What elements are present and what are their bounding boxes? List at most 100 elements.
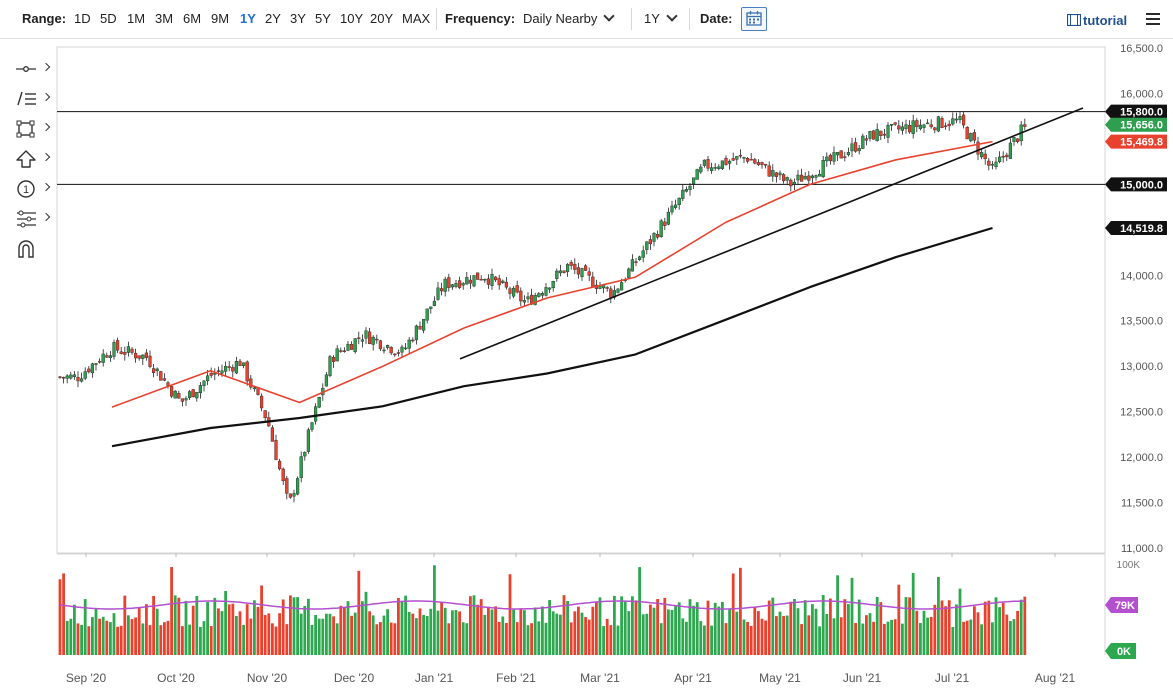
candle [126, 346, 130, 353]
volume-bar [983, 601, 987, 655]
candle [1012, 137, 1016, 142]
crosshair-tool[interactable] [10, 58, 52, 80]
annotation-number-icon: 1 [17, 180, 35, 198]
volume-bar [58, 579, 62, 655]
range-6m[interactable]: 6M [183, 11, 202, 26]
draw-lines-tool[interactable] [10, 88, 52, 110]
volume-bar [587, 619, 591, 655]
candle [562, 270, 566, 273]
candle [378, 340, 382, 350]
volume-bar [616, 625, 620, 655]
volume-bar [195, 595, 199, 655]
volume-bar [141, 623, 145, 655]
volume-bar [245, 604, 249, 655]
candle [368, 331, 372, 344]
range-1y[interactable]: 1Y [240, 11, 256, 26]
volume-bar [469, 596, 472, 655]
candle [702, 159, 706, 166]
arrow-tool[interactable] [10, 148, 52, 170]
toolbar: Range: 1D 5D 1M 3M 6M 9M 1Y 2Y 3Y 5Y 10Y 20Y MAX Fre… [0, 0, 1173, 39]
candle [796, 174, 800, 181]
candle [429, 306, 433, 309]
volume-bar [829, 598, 832, 655]
volume-bar [731, 573, 735, 655]
volume-bar [980, 624, 983, 655]
volume-bar [361, 601, 364, 655]
candle [695, 169, 699, 180]
range-10y[interactable]: 10Y [340, 11, 364, 26]
volume-bar [447, 623, 451, 655]
volume-bar [148, 625, 152, 655]
candle [328, 356, 332, 376]
volume-bar [145, 604, 148, 655]
volume-bar [292, 597, 296, 655]
price-marker: 15,469.8 [1105, 134, 1167, 149]
candle [209, 372, 213, 376]
hamburger-menu-icon[interactable] [1146, 13, 1160, 28]
volume-bar [893, 619, 897, 655]
candle [731, 158, 735, 161]
frequency-select[interactable]: Daily Nearby [523, 10, 616, 26]
price-marker: 15,800.0 [1105, 104, 1167, 119]
range-2y[interactable]: 2Y [265, 11, 281, 26]
range-1m[interactable]: 1M [127, 11, 146, 26]
candle [720, 160, 724, 169]
date-picker-button[interactable] [741, 7, 767, 31]
tutorial-link[interactable]: tutorial [1066, 13, 1127, 28]
magnet-tool[interactable] [10, 238, 52, 260]
x-tick-label: Mar '21 [580, 671, 620, 685]
candle [393, 353, 397, 356]
volume-bar [785, 615, 789, 655]
volume-bar [422, 614, 425, 655]
candle [270, 427, 274, 442]
price-marker-label: 15,000.0 [1120, 179, 1163, 191]
candle [746, 158, 750, 162]
range-9m[interactable]: 9M [211, 11, 230, 26]
candle [584, 265, 588, 271]
range-1d[interactable]: 1D [74, 11, 91, 26]
candle [760, 162, 764, 165]
range-3m[interactable]: 3M [155, 11, 174, 26]
candle [846, 152, 850, 156]
volume-bar [299, 613, 303, 655]
candle [940, 118, 944, 129]
range-5d[interactable]: 5D [100, 11, 117, 26]
candle [432, 300, 436, 306]
range-20y[interactable]: 20Y [370, 11, 394, 26]
range-5y[interactable]: 5Y [315, 11, 331, 26]
candle [814, 175, 818, 178]
candle [825, 156, 829, 162]
candle [587, 271, 591, 276]
fibonacci-tool[interactable] [10, 208, 52, 230]
candle [108, 355, 112, 359]
candle [868, 131, 872, 139]
volume-bar [901, 623, 904, 655]
volume-bar [854, 623, 857, 655]
price-tick-label: 12,500.0 [1120, 407, 1163, 419]
range-3y[interactable]: 3Y [290, 11, 306, 26]
range-label: Range: [22, 11, 67, 26]
candle [389, 346, 393, 354]
volume-bar [325, 613, 328, 655]
volume-bar [109, 622, 112, 655]
volume-bar [573, 611, 577, 655]
annotation-tool[interactable]: 1 [10, 178, 52, 200]
volume-bar [181, 626, 184, 655]
candle [411, 339, 415, 342]
x-tick-label: Jun '21 [843, 671, 882, 685]
volume-bar [807, 615, 811, 655]
candle [332, 357, 336, 362]
volume-bar [397, 597, 400, 655]
price-marker-tag [1105, 177, 1167, 192]
volume-bar [407, 611, 411, 655]
volume-bar [544, 622, 548, 655]
x-tick-label: Jan '21 [415, 671, 454, 685]
price-panel-frame [56, 46, 1106, 554]
candle [205, 375, 210, 382]
chart-area[interactable]: 16,500.016,000.015,500.015,000.014,500.0… [0, 38, 1173, 694]
candle [404, 347, 408, 350]
volume-bar [548, 600, 551, 655]
shapes-tool[interactable] [10, 118, 52, 140]
period-select[interactable]: 1Y [644, 10, 678, 26]
range-max[interactable]: MAX [402, 11, 431, 26]
